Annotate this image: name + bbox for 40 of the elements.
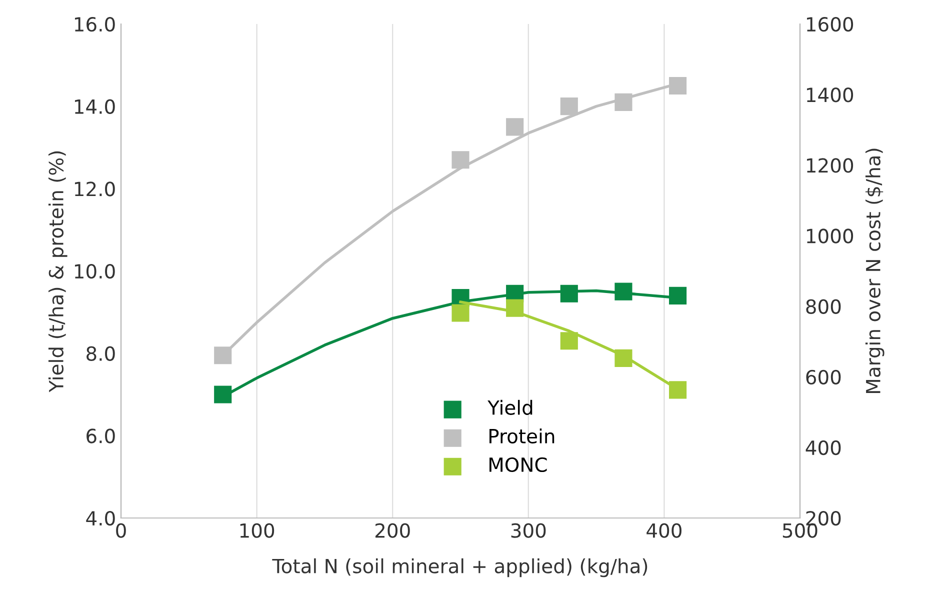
point	[614, 282, 632, 300]
x-tick-label: 300	[511, 523, 546, 538]
y2-tick-label: 800	[806, 299, 841, 314]
point	[614, 349, 632, 367]
point	[506, 299, 524, 317]
y2-tick-label: 400	[806, 440, 841, 456]
y2-tick-label: 1400	[806, 88, 854, 102]
legend-label: Yield	[488, 400, 532, 415]
point	[214, 346, 232, 364]
y2-tick-label: 1000	[806, 228, 854, 244]
point	[214, 386, 232, 404]
point	[506, 118, 524, 136]
x-tick-label: 400	[646, 523, 682, 538]
point	[614, 93, 632, 111]
y-tick-label: 12.0	[74, 182, 115, 196]
point	[668, 381, 687, 399]
point	[668, 286, 687, 304]
y-tick-label: 8.0	[86, 346, 115, 361]
point	[560, 98, 578, 116]
y-tick-label: 16.0	[74, 16, 115, 32]
y2-tick-label: 1600	[806, 16, 854, 32]
legend-label: MONC	[490, 457, 547, 472]
legend-label: Protein	[490, 428, 554, 444]
y-tick-label: 10.0	[74, 264, 115, 279]
x-axis-title: Total N (soil mineral + applied) (kg/ha)	[272, 558, 648, 578]
y-tick-label: 4.0	[86, 510, 115, 526]
x-tick-label: 100	[240, 523, 274, 538]
point	[452, 304, 470, 322]
y-tick-label: 14.0	[74, 99, 115, 114]
y-axis-title: Yield (t/ha) & protein (%)	[48, 151, 68, 392]
point	[560, 332, 578, 350]
y-tick-label: 6.0	[86, 428, 115, 444]
point	[560, 284, 578, 302]
y2-tick-label: 600	[806, 370, 841, 385]
x-tick-label: 200	[375, 523, 410, 538]
point	[668, 76, 687, 95]
x-tick-label: 0	[116, 523, 126, 538]
point	[452, 151, 470, 169]
y2-tick-label: 1200	[806, 158, 854, 173]
y2-axis-title: Margin over N cost ($/ha)	[865, 148, 884, 393]
